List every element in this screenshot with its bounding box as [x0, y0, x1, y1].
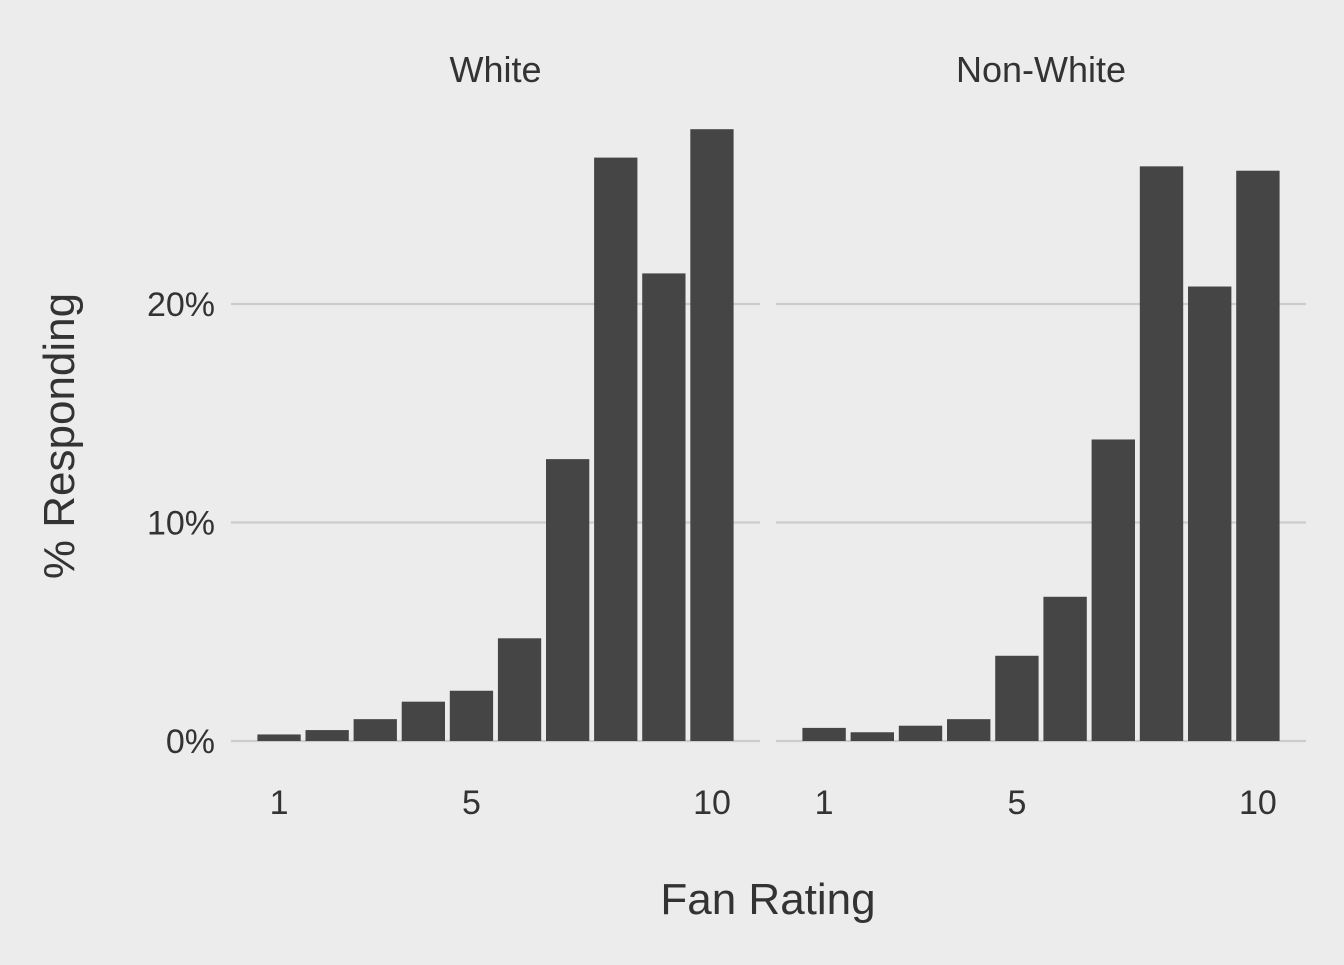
bar	[850, 732, 894, 741]
y-tick-label: 20%	[147, 286, 215, 324]
y-tick-label: 10%	[147, 505, 215, 543]
bar	[1188, 286, 1232, 741]
x-tick-label: 1	[815, 784, 834, 822]
x-tick-label: 1	[270, 784, 289, 822]
bar	[1139, 166, 1184, 742]
panel-1: Non-White 1 5 10	[776, 49, 1306, 822]
bar	[947, 719, 991, 741]
bar	[305, 730, 349, 742]
y-tick-label: 0%	[166, 723, 215, 761]
bar	[257, 734, 301, 742]
panel-0: White 1 5 10	[231, 49, 760, 822]
facet-label: Non-White	[956, 49, 1126, 90]
bar	[642, 273, 686, 741]
bar	[594, 157, 638, 742]
x-tick-label: 10	[693, 784, 731, 822]
bar	[1043, 596, 1087, 741]
x-tick-label: 5	[1007, 784, 1026, 822]
bar	[449, 690, 494, 742]
bar	[898, 725, 943, 741]
x-tick-label: 5	[462, 784, 481, 822]
bar	[1091, 439, 1135, 741]
bar	[690, 129, 734, 741]
bar	[995, 655, 1039, 741]
bar	[546, 459, 590, 741]
facet-label: White	[449, 49, 541, 90]
y-axis-title: % Responding	[35, 293, 84, 579]
x-axis-title: Fan Rating	[660, 875, 875, 924]
bar	[353, 719, 397, 741]
bar	[802, 727, 846, 741]
bar	[401, 701, 445, 741]
bar	[497, 638, 542, 741]
x-tick-label: 10	[1239, 784, 1277, 822]
bar	[1236, 170, 1280, 741]
